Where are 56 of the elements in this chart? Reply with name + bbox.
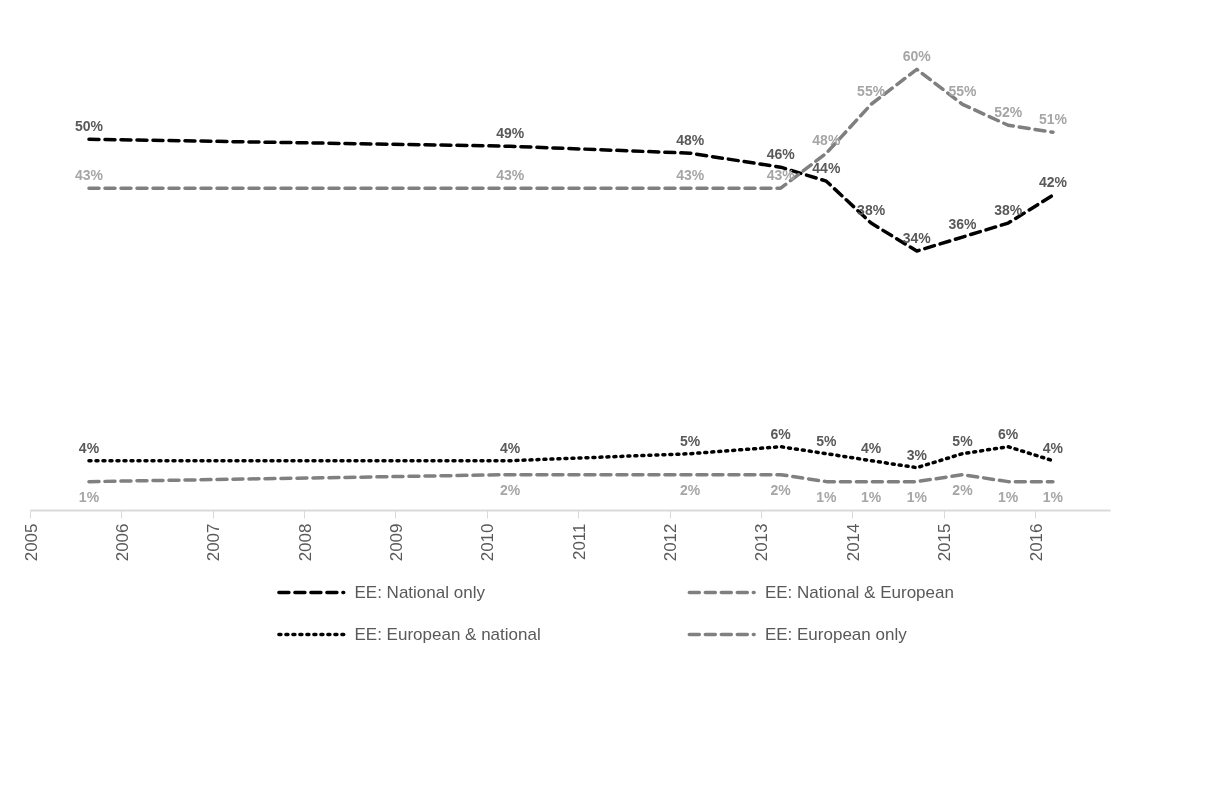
data-label: 1% — [860, 488, 882, 505]
data-label: 5% — [816, 432, 838, 449]
data-label: 1% — [816, 488, 838, 505]
data-label: 3% — [906, 446, 928, 463]
x-tick-label: 2011 — [569, 523, 589, 561]
x-tick-label: 2012 — [661, 523, 681, 562]
data-label: 48% — [676, 132, 705, 149]
data-label: 43% — [676, 167, 705, 184]
data-label: 2% — [500, 481, 521, 498]
data-label: 43% — [496, 167, 525, 184]
x-tick-label: 2016 — [1026, 523, 1046, 562]
data-label: 51% — [1038, 111, 1068, 128]
x-tick-label: 2009 — [386, 523, 406, 562]
data-label: 48% — [812, 132, 841, 149]
x-tick-label: 2007 — [204, 523, 224, 562]
data-label: 46% — [766, 146, 796, 163]
data-label: 1% — [906, 488, 928, 505]
data-label: 43% — [74, 167, 104, 184]
data-label: 2% — [680, 481, 701, 498]
x-tick-label: 2008 — [295, 523, 315, 562]
x-tick-label: 2013 — [752, 523, 772, 562]
data-label: 60% — [902, 48, 932, 65]
data-label: 2% — [952, 481, 974, 498]
data-label: 38% — [857, 202, 886, 219]
x-tick-label: 2005 — [21, 523, 41, 562]
legend-label: EE: European only — [764, 625, 908, 644]
data-label: 38% — [994, 202, 1023, 219]
data-label: 49% — [496, 125, 525, 142]
data-label: 1% — [78, 488, 100, 505]
data-label: 44% — [812, 160, 841, 177]
data-label: 1% — [1042, 488, 1064, 505]
data-label: 55% — [948, 83, 978, 100]
data-label: 34% — [902, 230, 932, 247]
data-label: 55% — [857, 83, 886, 100]
data-label: 2% — [770, 481, 792, 498]
data-label: 52% — [994, 104, 1023, 121]
data-label: 5% — [952, 432, 974, 449]
x-tick-label: 2006 — [112, 523, 132, 562]
data-label: 4% — [500, 439, 521, 456]
x-tick-label: 2014 — [843, 523, 863, 562]
legend-label: EE: National & European — [764, 583, 954, 602]
data-label: 1% — [998, 488, 1019, 505]
x-tick-label: 2015 — [935, 523, 955, 562]
x-tick-label: 2010 — [478, 523, 498, 562]
data-label: 43% — [766, 167, 796, 184]
data-label: 4% — [860, 439, 882, 456]
data-label: 6% — [770, 425, 792, 442]
data-label: 36% — [948, 216, 978, 233]
legend-label: EE: National only — [354, 583, 486, 602]
data-label: 5% — [680, 432, 701, 449]
data-label: 42% — [1038, 174, 1068, 191]
data-label: 4% — [78, 439, 100, 456]
legend-label: EE: European & national — [354, 625, 541, 644]
data-label: 50% — [74, 118, 104, 135]
data-label: 6% — [998, 425, 1019, 442]
data-label: 4% — [1042, 439, 1064, 456]
